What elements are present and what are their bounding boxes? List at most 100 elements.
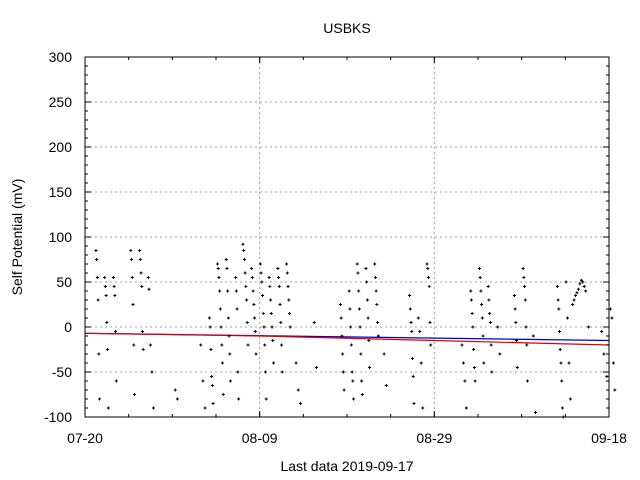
data-point bbox=[376, 321, 380, 324]
data-point bbox=[245, 298, 249, 302]
data-point bbox=[227, 334, 231, 338]
data-point bbox=[264, 397, 268, 401]
data-point bbox=[490, 370, 494, 374]
data-point bbox=[338, 303, 342, 306]
data-point bbox=[246, 343, 250, 347]
data-point bbox=[512, 294, 516, 297]
data-point bbox=[524, 325, 528, 329]
data-point bbox=[523, 285, 527, 288]
data-point bbox=[498, 352, 502, 356]
data-point bbox=[279, 321, 283, 324]
data-point bbox=[373, 262, 377, 266]
data-point bbox=[521, 267, 525, 270]
data-point bbox=[224, 258, 228, 261]
data-point bbox=[132, 343, 136, 347]
data-point bbox=[419, 361, 423, 365]
data-point bbox=[488, 312, 492, 315]
data-point bbox=[427, 276, 431, 279]
data-point bbox=[575, 291, 579, 295]
data-point bbox=[104, 294, 108, 297]
y-tick-label: -100 bbox=[44, 409, 72, 425]
data-point bbox=[605, 375, 609, 378]
data-point bbox=[218, 307, 222, 311]
data-point bbox=[356, 271, 360, 275]
data-point bbox=[600, 330, 604, 333]
data-point bbox=[349, 343, 353, 347]
data-point bbox=[411, 375, 415, 378]
data-point bbox=[473, 379, 477, 383]
data-point bbox=[559, 361, 563, 365]
data-point bbox=[112, 285, 116, 288]
data-point bbox=[584, 289, 588, 293]
data-point bbox=[384, 384, 388, 387]
data-point bbox=[412, 402, 416, 405]
data-point bbox=[479, 289, 483, 293]
data-point bbox=[418, 330, 422, 333]
data-point bbox=[221, 393, 225, 396]
data-point bbox=[236, 370, 240, 374]
data-point bbox=[581, 280, 585, 284]
data-point bbox=[602, 352, 606, 356]
data-point bbox=[105, 321, 109, 324]
data-point bbox=[245, 321, 249, 324]
data-point bbox=[312, 321, 316, 324]
data-point bbox=[567, 361, 571, 365]
data-point bbox=[140, 330, 144, 333]
data-point bbox=[96, 298, 100, 302]
data-point bbox=[270, 325, 274, 329]
data-point bbox=[253, 330, 257, 333]
data-point bbox=[261, 294, 265, 297]
data-point bbox=[150, 370, 154, 374]
data-point bbox=[262, 325, 266, 329]
data-point bbox=[365, 298, 369, 302]
data-point bbox=[496, 325, 500, 329]
data-point bbox=[103, 276, 107, 279]
data-point bbox=[514, 321, 518, 324]
data-point bbox=[481, 334, 485, 338]
data-point bbox=[568, 397, 572, 401]
data-point bbox=[288, 312, 292, 315]
data-point bbox=[269, 298, 273, 302]
data-point bbox=[203, 406, 207, 410]
data-point bbox=[347, 289, 351, 293]
data-point bbox=[139, 271, 143, 275]
data-point bbox=[201, 379, 205, 383]
data-point bbox=[106, 406, 110, 410]
data-point bbox=[242, 249, 246, 252]
data-point bbox=[587, 325, 591, 329]
data-point bbox=[366, 316, 370, 320]
y-tick-label: 100 bbox=[49, 229, 73, 245]
data-point bbox=[469, 289, 473, 293]
grid-lines bbox=[85, 57, 609, 417]
data-point bbox=[296, 388, 300, 392]
data-point bbox=[574, 294, 578, 297]
data-point bbox=[242, 258, 246, 261]
data-point bbox=[129, 249, 133, 252]
data-point bbox=[211, 402, 215, 405]
data-point bbox=[146, 276, 150, 279]
data-point bbox=[226, 289, 230, 293]
data-point bbox=[210, 375, 214, 378]
data-point bbox=[215, 262, 219, 266]
data-point bbox=[207, 316, 211, 320]
data-point bbox=[421, 406, 425, 410]
data-point bbox=[254, 352, 258, 356]
data-point bbox=[95, 258, 99, 261]
y-tick-label: 150 bbox=[49, 184, 73, 200]
data-point bbox=[460, 343, 464, 347]
data-point bbox=[208, 325, 212, 329]
data-point bbox=[349, 325, 353, 329]
data-point bbox=[515, 366, 519, 369]
data-point bbox=[611, 361, 615, 365]
data-point bbox=[209, 348, 213, 351]
data-point bbox=[114, 330, 118, 333]
data-point bbox=[277, 276, 281, 279]
data-point bbox=[382, 352, 386, 356]
x-tick-label: 07-20 bbox=[67, 430, 103, 446]
data-point bbox=[480, 303, 484, 306]
data-point bbox=[288, 325, 292, 329]
x-tick-label: 08-09 bbox=[242, 430, 278, 446]
data-point bbox=[558, 330, 562, 333]
data-point bbox=[263, 343, 267, 347]
data-point bbox=[237, 397, 241, 401]
